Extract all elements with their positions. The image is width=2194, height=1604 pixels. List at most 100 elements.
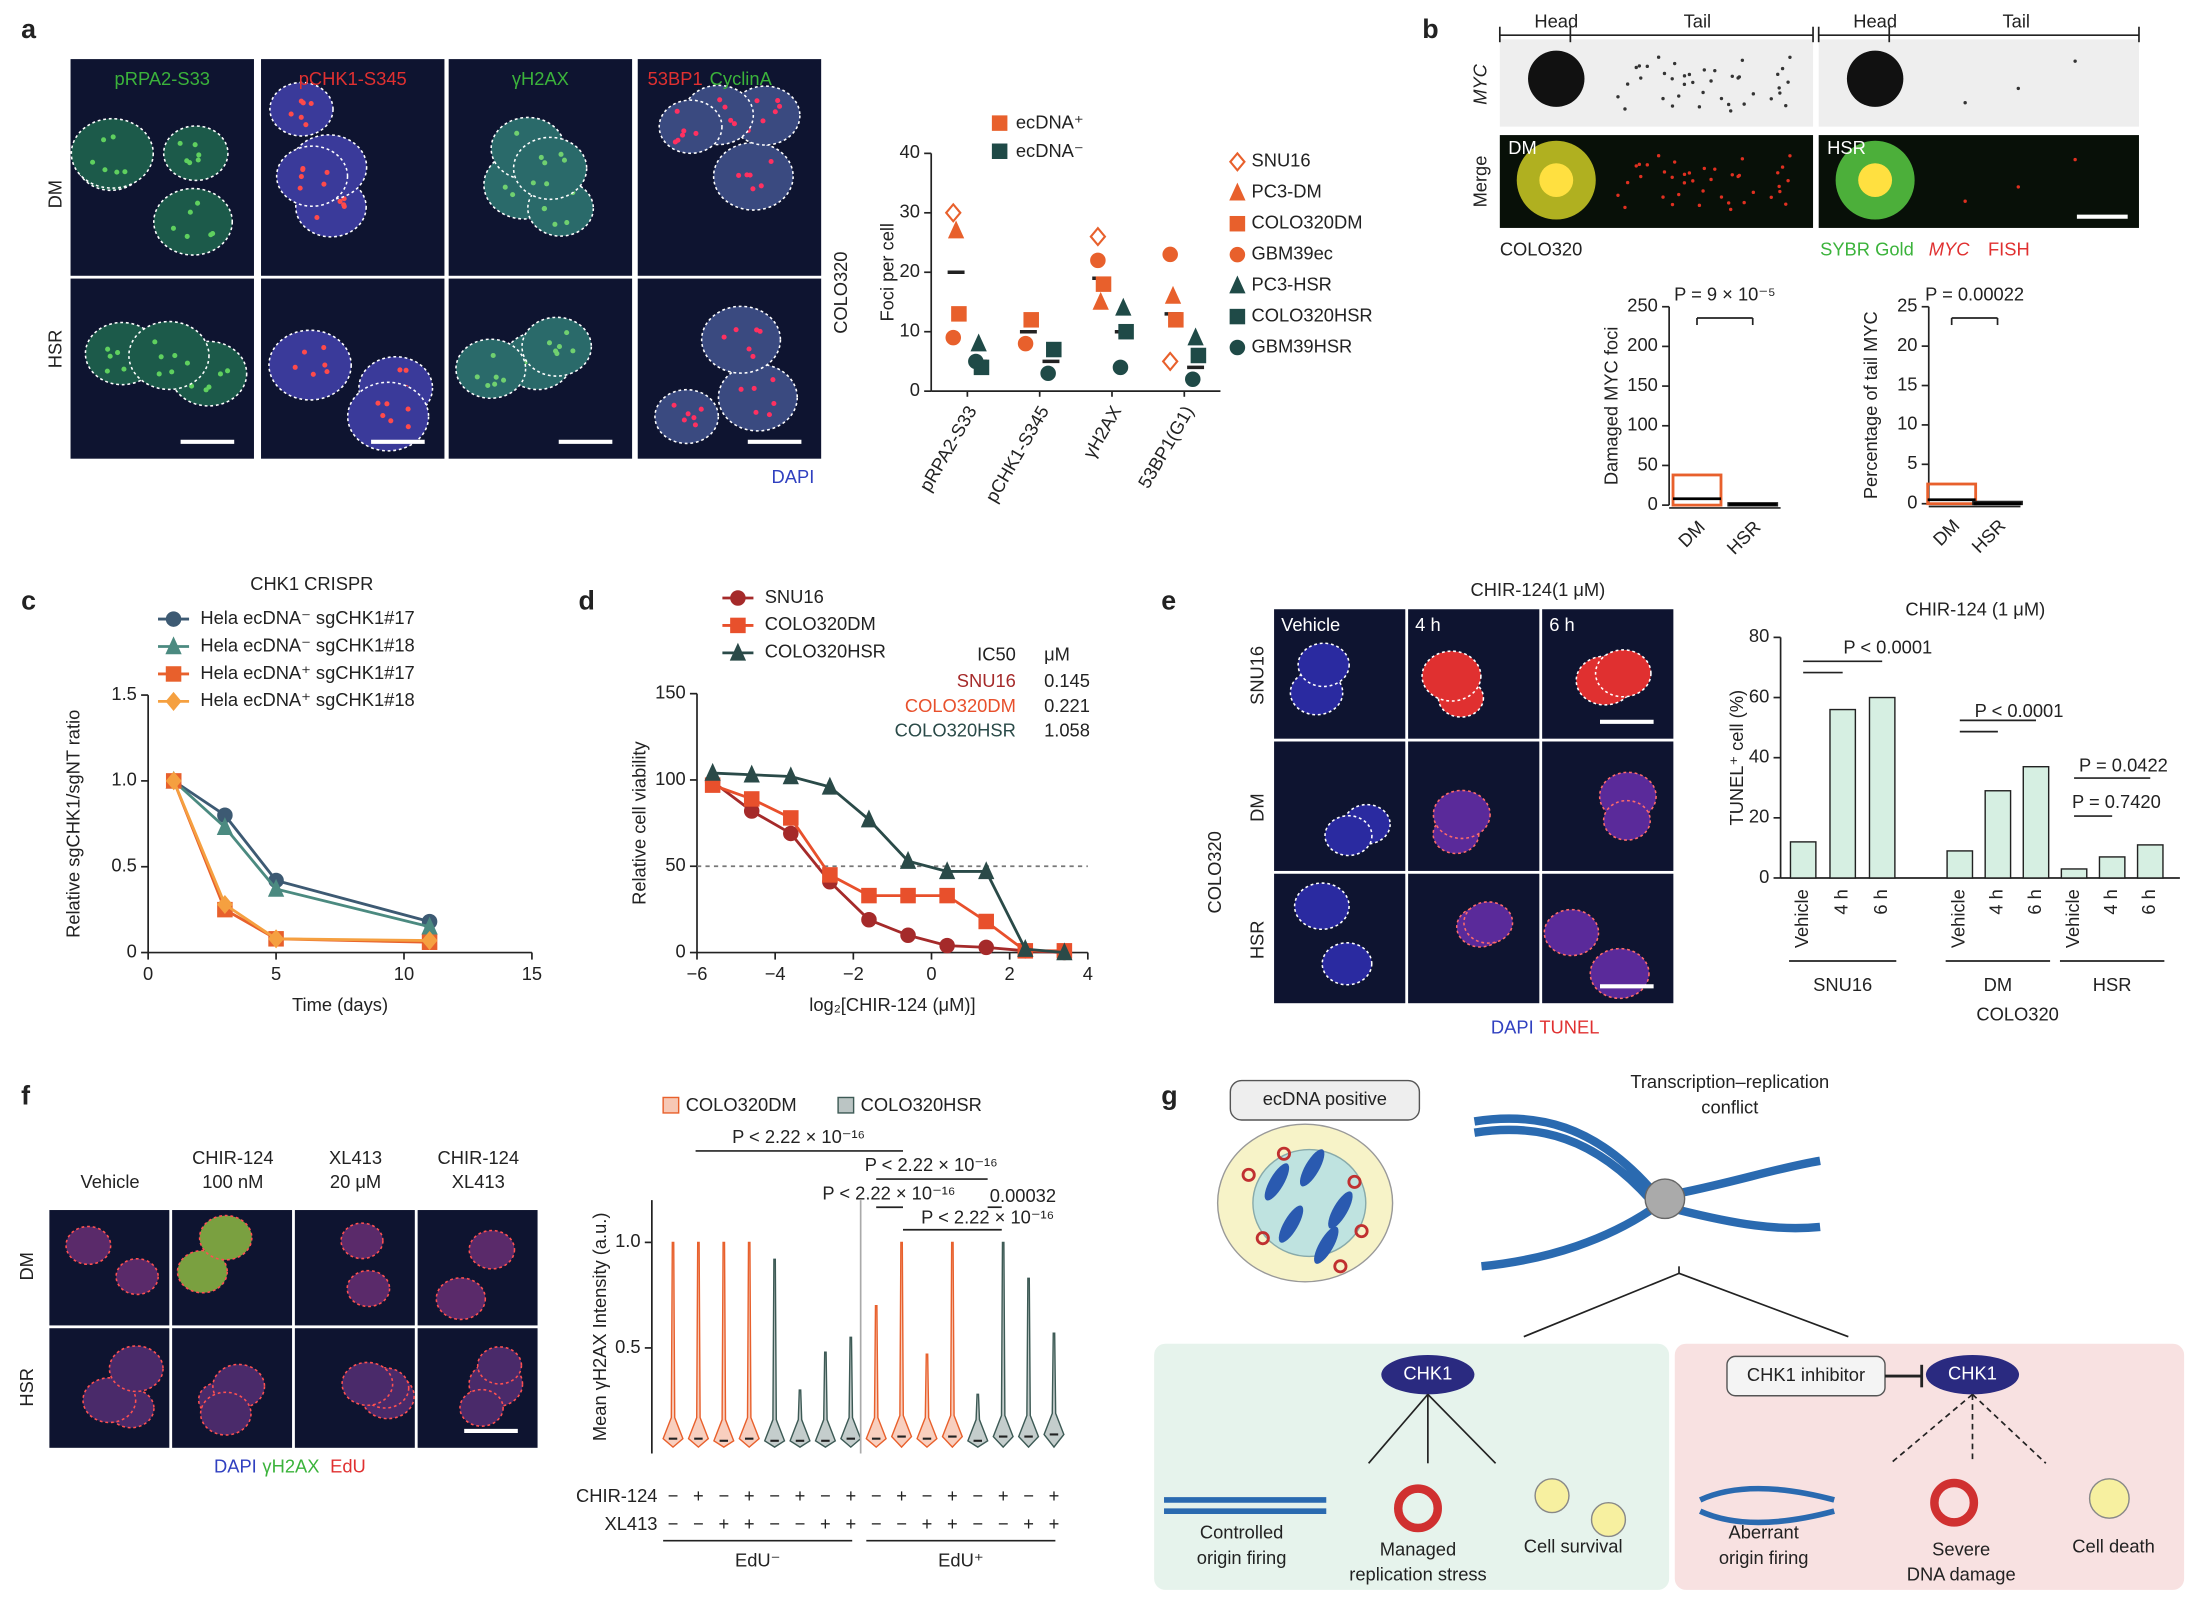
point [970, 333, 987, 352]
legend-swatch [991, 143, 1008, 159]
point [1229, 246, 1246, 263]
treatment-sign: − [769, 1485, 780, 1506]
tail-spot-merge [2073, 157, 2077, 162]
tail-spot [1786, 80, 1790, 84]
protein-label: CHK1 [1948, 1363, 1997, 1384]
panel-letter: b [1422, 14, 1438, 44]
outcome-label: Cell death [2072, 1536, 2155, 1557]
column-label: 6 h [1549, 614, 1574, 635]
outcome-label: origin firing [1719, 1547, 1809, 1568]
chk1 [1925, 1354, 2020, 1395]
legend-label: PC3-DM [1251, 181, 1321, 202]
panel-letter: f [21, 1081, 30, 1111]
focus [169, 369, 175, 375]
point [783, 810, 799, 826]
focus [693, 130, 699, 136]
point [900, 927, 916, 944]
row-label: HSR [1246, 921, 1267, 960]
focus [384, 401, 390, 407]
focus [751, 385, 757, 391]
chart-title: CHK1 CRISPR [250, 573, 373, 594]
focus [775, 98, 781, 104]
focus [736, 172, 742, 178]
point [1040, 365, 1056, 382]
nucleus [198, 1214, 253, 1261]
legend-label: ecDNA⁻ [1016, 140, 1084, 161]
tail-spot-merge [1719, 195, 1724, 199]
legend-label: Hela ecDNA⁺ sgCHK1#18 [200, 689, 414, 710]
stain-label: γH2AX [262, 1455, 319, 1476]
tail-spot-merge [1672, 160, 1677, 164]
point [729, 642, 747, 661]
point [900, 887, 916, 904]
nucleus [1589, 947, 1650, 1000]
legend-label: SNU16 [1251, 150, 1310, 171]
chromosome [1264, 1163, 1290, 1201]
y-tick-label: 0 [1759, 866, 1769, 887]
y-axis-label: TUNEL⁺ cell (%) [1726, 690, 1747, 826]
focus [541, 206, 547, 212]
group-label: SNU16 [1813, 974, 1872, 995]
tail-spot [1777, 86, 1781, 90]
focus [772, 109, 778, 115]
chart-title: CHIR-124 (1 μM) [1905, 599, 2045, 620]
x-tick-label: 5 [271, 963, 281, 984]
tail-spot-merge [1788, 154, 1792, 158]
focus [405, 406, 411, 412]
tail-spot-merge [1730, 173, 1734, 177]
label-box [1229, 1079, 1421, 1121]
focus [322, 362, 328, 368]
row-label: DM [1246, 793, 1267, 821]
point [861, 887, 877, 904]
focus [754, 98, 760, 104]
ecdna-circle [1354, 1224, 1369, 1239]
focus [324, 169, 330, 175]
y-axis-label: Foci per cell [877, 223, 898, 322]
tail-spot-merge [1726, 201, 1731, 205]
point [1187, 327, 1204, 346]
tail-spot-merge [1687, 171, 1692, 175]
focus [388, 418, 394, 424]
column-label: CHIR-124 [438, 1147, 519, 1168]
tail-spot-merge [1742, 200, 1746, 205]
tail-spot [1729, 109, 1733, 113]
treatment-sign: + [820, 1513, 831, 1534]
series-line [172, 779, 430, 924]
y-tick-label: 0 [1648, 493, 1658, 514]
bar [1789, 841, 1817, 879]
box-label: ecDNA positive [1263, 1088, 1387, 1109]
point [1089, 226, 1107, 247]
nucleus [108, 1345, 164, 1393]
nucleus [199, 1391, 252, 1436]
focus [208, 232, 214, 238]
focus [288, 111, 294, 117]
legend-label: COLO320HSR [765, 641, 886, 662]
focus [156, 371, 162, 377]
point [945, 329, 962, 346]
tail-spot [1780, 66, 1785, 71]
nucleus [340, 1222, 384, 1260]
tail-spot [1740, 58, 1745, 62]
focus [717, 97, 723, 103]
ecdna-icon [1930, 1478, 1979, 1527]
x-tick-label: 10 [394, 963, 414, 984]
focus [375, 400, 381, 406]
chromosome [1278, 1205, 1304, 1243]
cell-icon [2088, 1478, 2130, 1519]
focus [380, 413, 386, 419]
tail-spot [1677, 94, 1681, 98]
nucleus [275, 145, 349, 207]
treatment-sign: + [693, 1485, 704, 1506]
outcome-label: Cell survival [1524, 1536, 1623, 1557]
focus [403, 367, 409, 373]
violin [763, 1258, 786, 1448]
protein-label: CHK1 [1403, 1363, 1452, 1384]
point [1095, 276, 1112, 292]
focus [104, 368, 110, 374]
nucleus [658, 99, 723, 155]
tail-spot [1637, 64, 1642, 68]
row-label: DM [16, 1252, 37, 1280]
legend-label: GBM39ec [1251, 243, 1332, 264]
x-tick-label: 0 [143, 963, 153, 984]
nucleus [65, 1225, 112, 1266]
